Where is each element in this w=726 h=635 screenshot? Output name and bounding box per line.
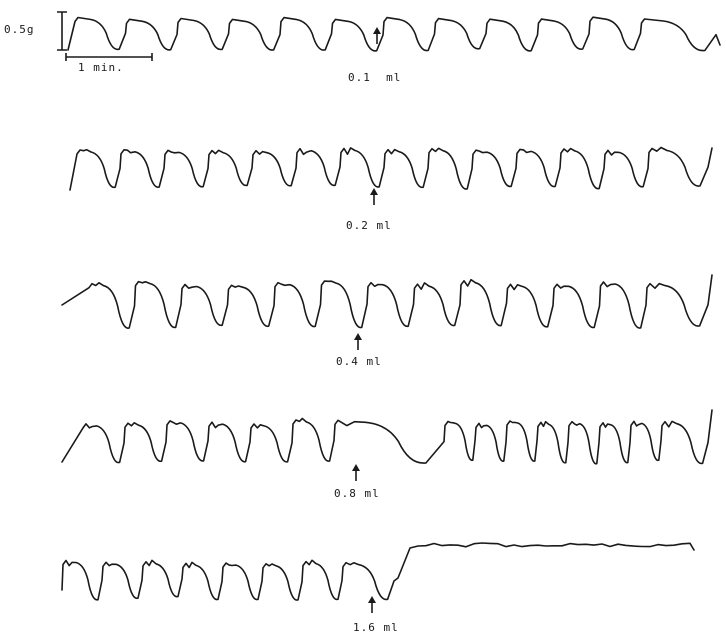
trace-0.8ml xyxy=(61,409,713,465)
trace-0.2ml xyxy=(69,146,713,191)
injection-arrow-0.8ml xyxy=(352,464,360,481)
dose-label-0.4ml: 0.4 ml xyxy=(336,355,382,368)
force-scale-label: 0.5g xyxy=(4,23,35,36)
dose-label-0.2ml: 0.2 ml xyxy=(346,219,392,232)
trace-0.4ml xyxy=(61,274,713,329)
injection-arrow-0.2ml xyxy=(370,188,378,205)
trace-1.6ml xyxy=(61,542,695,601)
time-scale-label: 1 min. xyxy=(78,61,124,74)
trace-0.1ml xyxy=(67,16,721,52)
dose-label-1.6ml: 1.6 ml xyxy=(353,621,399,634)
time-scale-bar xyxy=(65,53,153,61)
injection-arrow-0.4ml xyxy=(354,333,362,350)
dose-label-0.1ml: 0.1 ml xyxy=(348,71,401,84)
dose-label-0.8ml: 0.8 ml xyxy=(334,487,380,500)
force-scale-bar xyxy=(57,11,67,51)
injection-arrow-1.6ml xyxy=(368,596,376,613)
injection-arrow-0.1ml xyxy=(373,27,381,44)
